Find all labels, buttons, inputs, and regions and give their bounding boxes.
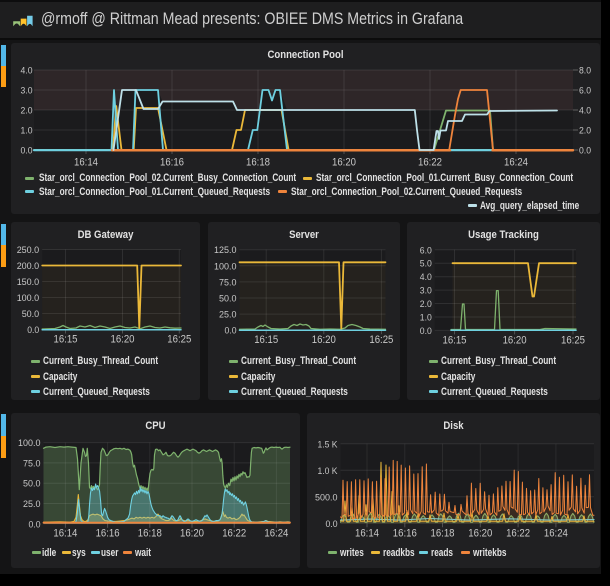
svg-text:1.0: 1.0 [420, 313, 432, 324]
svg-text:16:20: 16:20 [503, 334, 527, 346]
svg-text:4.0: 4.0 [21, 66, 33, 77]
svg-text:4.0: 4.0 [420, 272, 432, 283]
svg-text:0.0: 0.0 [326, 519, 338, 530]
svg-text:16:15: 16:15 [254, 334, 278, 346]
svg-text:100.0: 100.0 [18, 438, 41, 449]
svg-text:16:25: 16:25 [561, 334, 585, 346]
svg-text:100.0: 100.0 [17, 293, 40, 304]
svg-text:2.0: 2.0 [420, 299, 432, 310]
svg-text:4.0: 4.0 [579, 106, 591, 117]
svg-text:16:24: 16:24 [504, 157, 528, 169]
svg-text:50.0: 50.0 [23, 479, 41, 490]
svg-text:25.0: 25.0 [219, 310, 237, 321]
svg-text:125.0: 125.0 [214, 245, 237, 256]
svg-text:16:22: 16:22 [506, 528, 530, 540]
svg-text:16:18: 16:18 [246, 157, 270, 169]
svg-text:16:18: 16:18 [431, 528, 455, 540]
svg-text:16:16: 16:16 [393, 528, 417, 540]
svg-text:16:25: 16:25 [369, 334, 393, 346]
svg-text:2.0: 2.0 [21, 106, 33, 117]
svg-text:1.5 K: 1.5 K [318, 439, 339, 450]
svg-text:16:20: 16:20 [468, 528, 492, 540]
svg-text:100.0: 100.0 [214, 261, 237, 272]
svg-text:16:25: 16:25 [167, 334, 191, 346]
svg-text:1.0 K: 1.0 K [318, 466, 339, 477]
svg-text:16:20: 16:20 [332, 157, 356, 169]
svg-text:16:15: 16:15 [443, 334, 467, 346]
svg-text:75.0: 75.0 [219, 277, 237, 288]
svg-text:0.0: 0.0 [29, 519, 41, 530]
svg-text:25.0: 25.0 [23, 499, 41, 510]
svg-text:16:16: 16:16 [160, 157, 184, 169]
svg-text:16:22: 16:22 [418, 157, 442, 169]
svg-text:500.0: 500.0 [315, 492, 338, 503]
svg-text:16:16: 16:16 [96, 528, 120, 540]
svg-text:6.0: 6.0 [420, 245, 432, 256]
svg-text:6.0: 6.0 [579, 86, 591, 97]
svg-text:16:20: 16:20 [111, 334, 135, 346]
svg-text:16:14: 16:14 [355, 528, 379, 540]
svg-text:50.0: 50.0 [22, 309, 40, 320]
svg-text:16:20: 16:20 [312, 334, 336, 346]
svg-text:0.0: 0.0 [579, 146, 591, 157]
svg-text:250.0: 250.0 [17, 245, 40, 256]
svg-text:150.0: 150.0 [17, 277, 40, 288]
svg-text:16:18: 16:18 [138, 528, 162, 540]
svg-text:200.0: 200.0 [17, 261, 40, 272]
svg-text:5.0: 5.0 [420, 259, 432, 270]
svg-text:16:14: 16:14 [74, 157, 98, 169]
svg-text:0.0: 0.0 [225, 326, 237, 337]
svg-text:16:14: 16:14 [53, 528, 77, 540]
svg-text:16:22: 16:22 [222, 528, 246, 540]
svg-text:0.0: 0.0 [27, 325, 39, 336]
svg-text:16:24: 16:24 [264, 528, 288, 540]
svg-text:50.0: 50.0 [219, 294, 237, 305]
svg-text:2.0: 2.0 [579, 126, 591, 137]
svg-text:16:20: 16:20 [180, 528, 204, 540]
svg-text:1.0: 1.0 [21, 126, 33, 137]
svg-text:8.0: 8.0 [579, 66, 591, 77]
svg-text:3.0: 3.0 [420, 286, 432, 297]
svg-text:16:24: 16:24 [544, 528, 568, 540]
svg-text:75.0: 75.0 [23, 458, 41, 469]
svg-text:16:15: 16:15 [54, 334, 78, 346]
svg-text:0.0: 0.0 [420, 326, 432, 337]
svg-text:3.0: 3.0 [21, 86, 33, 97]
svg-text:0.0: 0.0 [21, 146, 33, 157]
